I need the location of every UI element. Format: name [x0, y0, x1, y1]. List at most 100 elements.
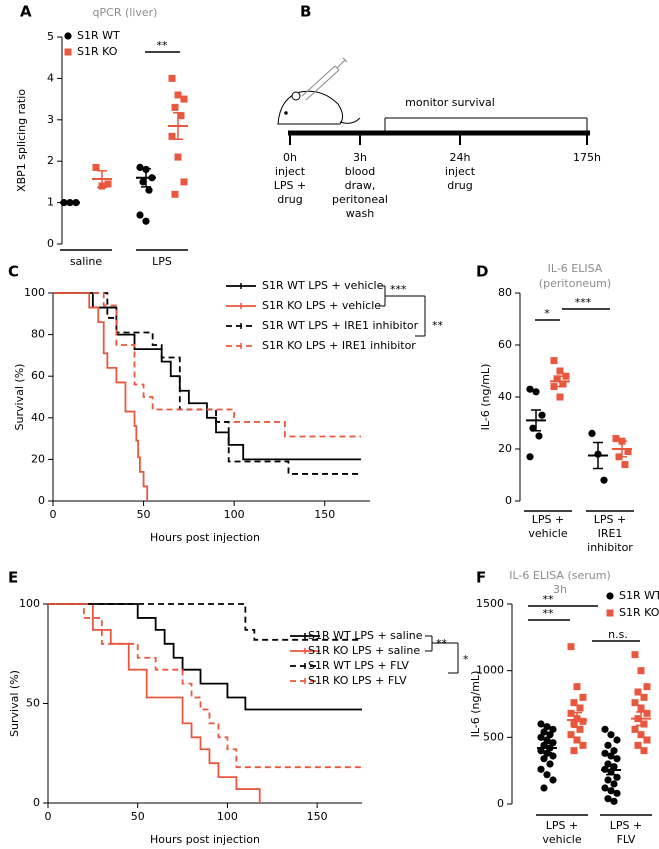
point	[540, 755, 548, 763]
significance-label: *	[544, 307, 550, 320]
point	[92, 163, 100, 171]
point	[546, 760, 554, 768]
significance-label: *	[463, 653, 469, 666]
point	[573, 736, 581, 744]
group-label: LPS +	[610, 819, 642, 832]
point	[168, 74, 176, 82]
legend-label: S1R KO LPS + saline	[308, 644, 420, 657]
point	[549, 776, 557, 784]
point	[532, 388, 540, 396]
y-axis-label: Survival (%)	[8, 670, 21, 737]
y-tick-label: 40	[498, 390, 512, 403]
point	[601, 725, 609, 733]
point	[540, 728, 548, 736]
step-label: wash	[346, 207, 374, 220]
point	[613, 789, 621, 797]
panel-label: D	[476, 263, 488, 281]
point	[607, 731, 615, 739]
y-axis-label: Survival (%)	[13, 364, 26, 431]
y-tick-label: 100	[19, 597, 40, 610]
point	[613, 755, 621, 763]
step-label: inject	[445, 165, 476, 178]
point	[535, 432, 543, 440]
point	[168, 132, 176, 140]
x-tick-label: 50	[137, 508, 151, 521]
y-tick-label: 500	[483, 730, 504, 743]
survival-curve	[48, 603, 261, 803]
point	[180, 178, 188, 186]
significance-label: n.s.	[608, 628, 628, 641]
panel-label: B	[300, 3, 311, 21]
point	[643, 736, 651, 744]
y-tick-label: 50	[26, 697, 40, 710]
point	[567, 731, 575, 739]
time-label: 175h	[573, 151, 601, 164]
point	[549, 739, 557, 747]
mouse-icon	[277, 57, 361, 125]
point	[604, 795, 612, 803]
point	[613, 773, 621, 781]
point	[538, 411, 546, 419]
point	[567, 643, 575, 651]
point	[559, 380, 567, 388]
point	[588, 429, 596, 437]
point	[556, 393, 564, 401]
survival-curve	[48, 603, 362, 641]
y-tick-label: 60	[498, 338, 512, 351]
point	[537, 720, 545, 728]
chart-title: qPCR (liver)	[93, 6, 158, 19]
point	[104, 180, 112, 188]
point	[637, 731, 645, 739]
y-tick-label: 100	[24, 286, 45, 299]
legend-marker	[64, 32, 72, 40]
point	[562, 372, 570, 380]
x-tick-label: 150	[307, 810, 328, 823]
significance-label: **	[543, 593, 555, 606]
point	[526, 385, 534, 393]
legend-marker	[606, 592, 614, 600]
point	[576, 725, 584, 733]
step-label: LPS +	[274, 179, 306, 192]
group-label: IRE1	[598, 527, 623, 540]
legend-label: S1R WT LPS + FLV	[308, 659, 409, 672]
point	[610, 797, 618, 805]
y-axis-label: IL-6 (ng/mL)	[479, 364, 492, 431]
point	[180, 95, 188, 103]
point	[631, 725, 639, 733]
y-tick-label: 0	[505, 494, 512, 507]
point	[526, 453, 534, 461]
legend-label: S1R WT LPS + IRE1 inhibitor	[262, 319, 419, 332]
point	[570, 747, 578, 755]
y-tick-label: 5	[47, 30, 54, 43]
point	[570, 720, 578, 728]
legend-marker	[606, 609, 614, 617]
point	[136, 211, 144, 219]
point	[576, 704, 584, 712]
step-label: peritoneal	[332, 193, 388, 206]
panel-label: F	[476, 569, 486, 587]
x-axis-label: Hours post injection	[150, 531, 260, 544]
y-tick-label: 1	[47, 196, 54, 209]
y-tick-label: 20	[498, 442, 512, 455]
point	[543, 771, 551, 779]
point	[550, 357, 558, 365]
y-tick-label: 0	[497, 797, 504, 810]
survival-curve	[48, 603, 362, 711]
y-tick-label: 80	[31, 328, 45, 341]
x-tick-label: 50	[131, 810, 145, 823]
point	[543, 736, 551, 744]
group-label: LPS +	[546, 819, 578, 832]
chart-subtitle: 3h	[553, 583, 567, 596]
y-tick-label: 0	[33, 796, 40, 809]
point	[549, 752, 557, 760]
point	[607, 787, 615, 795]
significance-label: ***	[390, 283, 407, 296]
y-tick-label: 2	[47, 154, 54, 167]
y-tick-label: 60	[31, 369, 45, 382]
time-label: 0h	[283, 151, 297, 164]
point	[145, 186, 153, 194]
point	[601, 784, 609, 792]
point	[540, 784, 548, 792]
survival-curve	[53, 292, 361, 475]
